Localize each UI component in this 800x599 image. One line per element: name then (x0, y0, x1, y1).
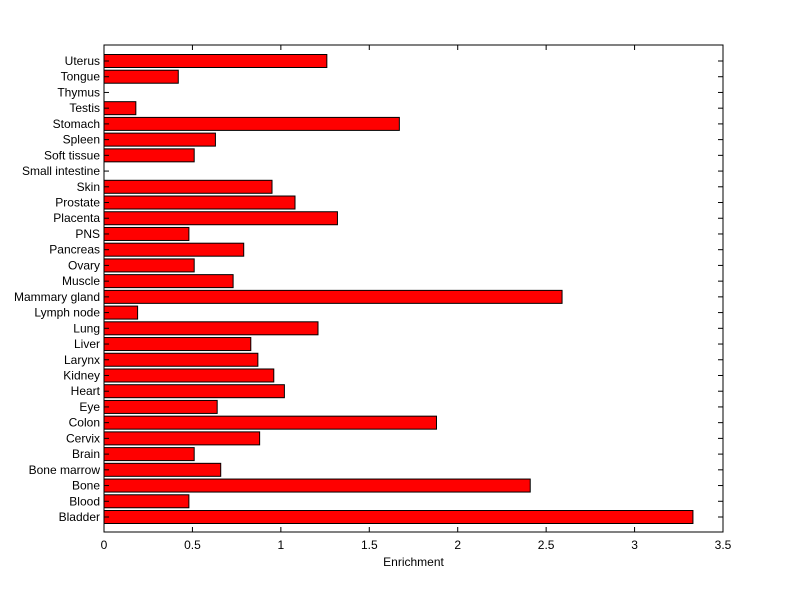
x-axis-ticks: 0 0.5 1 1.5 2 2.5 3 3.5 (101, 45, 732, 552)
x-tick-label: 3 (631, 538, 638, 552)
y-tick-label: Ovary (68, 258, 100, 272)
x-tick-label: 3.5 (715, 538, 732, 552)
y-tick-label: Kidney (63, 368, 100, 382)
bar (103, 195, 296, 210)
bar (103, 352, 259, 367)
y-tick-label: Heart (71, 384, 101, 398)
y-tick-label: Spleen (63, 133, 100, 147)
y-tick-label: Lung (73, 321, 100, 335)
bar (103, 69, 179, 84)
x-tick-label: 2.5 (538, 538, 555, 552)
y-tick-label: Prostate (55, 196, 100, 210)
y-tick-label: PNS (75, 227, 100, 241)
bar (103, 415, 437, 430)
y-tick-label: Blood (69, 494, 100, 508)
bar (103, 447, 195, 462)
y-tick-label: Placenta (53, 211, 100, 225)
bar (103, 478, 531, 493)
bar (103, 226, 190, 241)
bar (103, 242, 245, 257)
bar (103, 305, 139, 320)
y-tick-label: Pancreas (49, 243, 100, 257)
bar (103, 289, 563, 304)
bar (103, 337, 252, 352)
y-tick-label: Testis (69, 101, 100, 115)
bar (103, 384, 285, 399)
bar-group (103, 54, 694, 524)
x-tick-label: 2 (454, 538, 461, 552)
x-tick-label: 0 (101, 538, 108, 552)
y-tick-label: Skin (77, 180, 100, 194)
y-tick-label: Bladder (59, 510, 100, 524)
bar (103, 431, 261, 446)
y-tick-label: Uterus (65, 54, 100, 68)
x-axis-title: Enrichment (383, 555, 444, 569)
bar (103, 116, 400, 131)
x-tick-label: 1 (278, 538, 285, 552)
bar (103, 258, 195, 273)
y-tick-label: Colon (69, 416, 100, 430)
y-tick-label: Cervix (66, 431, 100, 445)
y-tick-label: Stomach (53, 117, 100, 131)
bar (103, 274, 234, 289)
bar (103, 321, 319, 336)
bar (103, 179, 273, 194)
x-tick-label: 0.5 (184, 538, 201, 552)
y-tick-label: Liver (74, 337, 100, 351)
bar (103, 462, 222, 477)
y-tick-label: Brain (72, 447, 100, 461)
bar (103, 132, 216, 147)
y-tick-label: Muscle (62, 274, 100, 288)
bar (103, 368, 275, 383)
bar (103, 399, 218, 414)
x-tick-label: 1.5 (361, 538, 378, 552)
y-tick-label: Lymph node (34, 306, 100, 320)
y-tick-label: Larynx (64, 353, 100, 367)
y-tick-label: Eye (79, 400, 100, 414)
y-tick-label: Bone (72, 479, 100, 493)
y-tick-label: Tongue (61, 70, 101, 84)
y-tick-label: Small intestine (22, 164, 100, 178)
y-tick-label: Bone marrow (29, 463, 101, 477)
bar (103, 510, 694, 524)
bar (103, 494, 190, 509)
bar (103, 148, 195, 163)
y-tick-label: Soft tissue (44, 148, 100, 162)
bar (103, 54, 328, 68)
y-tick-label: Mammary gland (14, 290, 100, 304)
bar (103, 211, 338, 226)
y-tick-label: Thymus (57, 85, 100, 99)
